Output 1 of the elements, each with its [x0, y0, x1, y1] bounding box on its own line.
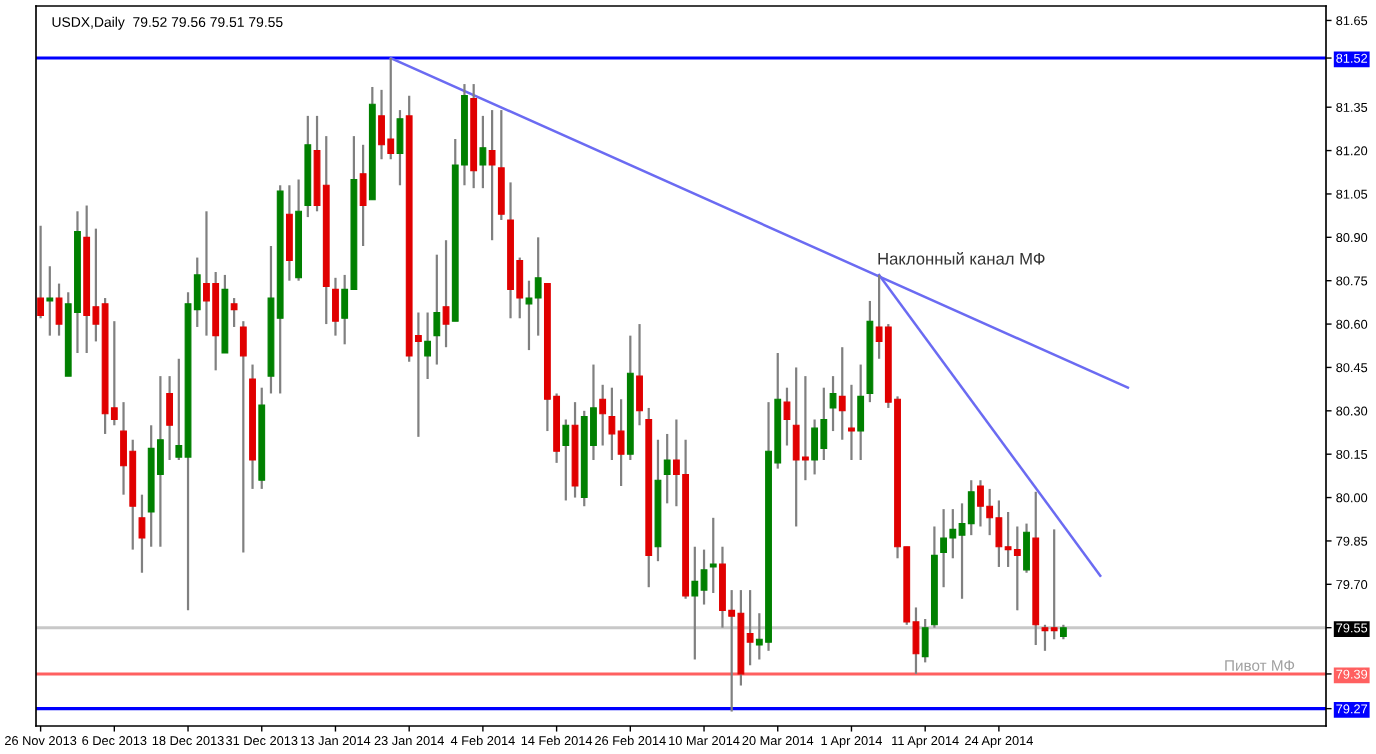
annotation: Наклонный канал МФ [878, 252, 1045, 265]
